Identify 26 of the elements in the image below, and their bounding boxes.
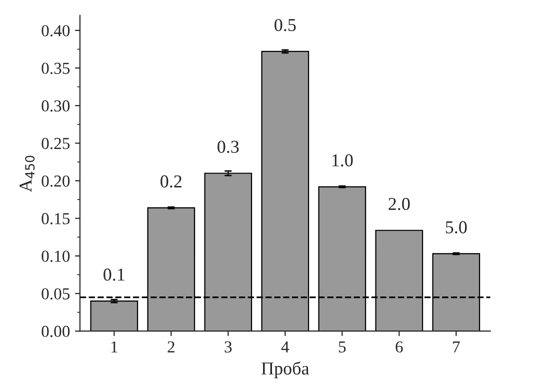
- annotation: 2.0: [388, 198, 410, 210]
- x-tick-label: 2: [168, 341, 174, 352]
- x-tick-label: 3: [224, 341, 232, 353]
- annotation: 1.0: [332, 154, 353, 167]
- y-tick-label: 0.15: [42, 213, 70, 224]
- x-tick-label: 4: [281, 341, 290, 352]
- annotation: 5.0: [446, 221, 467, 234]
- x-tick-label: 1: [111, 341, 118, 352]
- y-tick-label: 0.35: [42, 62, 70, 74]
- x-tick-label: 7: [453, 341, 460, 352]
- annotation: 0.3: [218, 140, 239, 153]
- y-axis-title: A$_{450}$: [20, 156, 35, 192]
- annotation: 0.5: [274, 18, 296, 32]
- y-tick-label: 0.30: [42, 100, 70, 112]
- x-tick-label: 5: [338, 341, 346, 353]
- bar: [90, 300, 138, 332]
- x-tick-label: 6: [396, 341, 403, 353]
- y-tick-label: 0.10: [42, 250, 70, 262]
- y-tick-label: 0.25: [42, 138, 70, 150]
- y-tick-label: 0.00: [42, 326, 70, 338]
- y-tick-label: 0.40: [42, 25, 70, 36]
- y-tick-label: 0.20: [42, 175, 70, 187]
- y-tick-label: 0.05: [42, 288, 70, 300]
- annotation: 0.2: [160, 175, 182, 188]
- x-axis-title: Проба: [262, 361, 310, 378]
- annotation: 0.1: [104, 268, 124, 281]
